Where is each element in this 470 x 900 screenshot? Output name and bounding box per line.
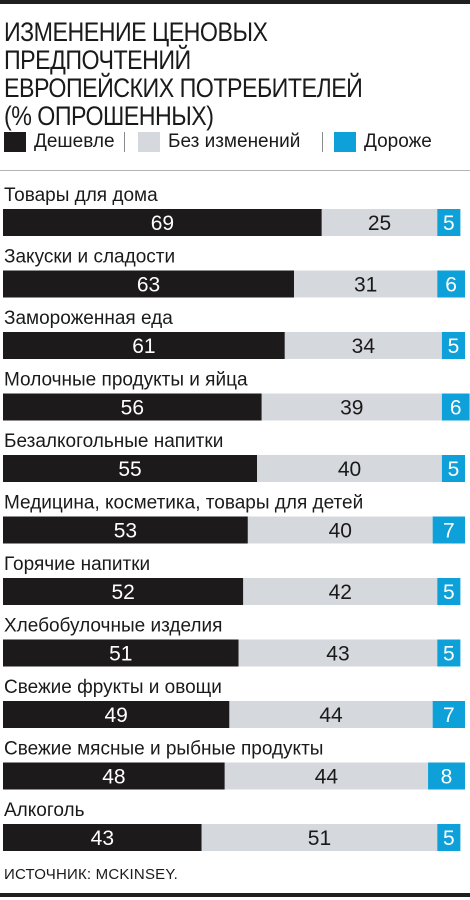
bar-more-expensive: [437, 209, 461, 236]
bar-more-expensive: [432, 701, 465, 728]
category-label: Молочные продукты и яйца: [4, 370, 248, 391]
legend-swatch-no-change: [138, 132, 160, 152]
value-label-cheaper: 52: [111, 581, 134, 604]
chart-title: Изменение ценовых предпочтений европейск…: [4, 17, 363, 131]
value-label-no-change: 40: [338, 458, 361, 481]
source-note: Источник: McKinsey.: [4, 866, 179, 883]
legend-label-more-expensive: Дороже: [364, 131, 432, 152]
value-label-more-expensive: 5: [443, 212, 455, 235]
value-label-no-change: 40: [329, 520, 352, 543]
bar-cheaper: [3, 393, 262, 421]
value-label-more-expensive: 7: [443, 520, 455, 543]
category-label: Свежие фрукты и овощи: [4, 677, 222, 698]
bar-no-change: [294, 270, 438, 298]
bar-more-expensive: [432, 516, 465, 544]
value-label-more-expensive: 8: [441, 766, 453, 789]
bar-no-change: [201, 824, 438, 851]
value-label-cheaper: 53: [114, 520, 137, 543]
value-label-no-change: 39: [340, 397, 363, 420]
legend-label-cheaper: Дешевле: [34, 131, 115, 152]
bar-no-change: [238, 639, 438, 667]
category-label: Свежие мясные и рыбные продукты: [4, 739, 323, 760]
value-label-cheaper: 63: [137, 274, 160, 297]
value-label-no-change: 25: [368, 212, 391, 235]
value-label-cheaper: 49: [105, 704, 128, 727]
category-label: Закуски и сладости: [4, 247, 175, 268]
bar-more-expensive: [441, 393, 470, 421]
bar-more-expensive: [441, 455, 465, 482]
value-label-more-expensive: 7: [443, 704, 455, 727]
bar-no-change: [257, 455, 442, 482]
value-label-no-change: 43: [326, 643, 349, 666]
value-label-no-change: 34: [352, 335, 376, 358]
bar-no-change: [284, 332, 442, 359]
bar-cheaper: [3, 824, 202, 851]
legend-separator: [322, 132, 323, 152]
value-label-no-change: 44: [315, 766, 339, 789]
value-label-no-change: 31: [354, 274, 377, 297]
value-label-cheaper: 61: [132, 335, 155, 358]
bar-no-change: [229, 701, 433, 728]
value-label-more-expensive: 5: [443, 827, 455, 850]
value-label-more-expensive: 6: [450, 397, 462, 420]
legend-swatch-cheaper: [4, 132, 26, 152]
value-label-cheaper: 43: [91, 827, 114, 850]
bar-more-expensive: [437, 824, 461, 851]
value-label-cheaper: 56: [121, 397, 144, 420]
value-label-cheaper: 51: [109, 643, 132, 666]
value-label-no-change: 44: [319, 704, 343, 727]
bar-no-change: [321, 209, 438, 236]
value-label-cheaper: 69: [151, 212, 174, 235]
bar-no-change: [247, 516, 433, 544]
bar-cheaper: [3, 209, 322, 236]
value-label-cheaper: 55: [118, 458, 141, 481]
top-rule: [0, 0, 470, 4]
bar-no-change: [224, 762, 429, 790]
bar-more-expensive: [437, 639, 461, 667]
value-label-more-expensive: 6: [445, 274, 457, 297]
value-label-no-change: 42: [329, 581, 352, 604]
category-label: Медицина, косметика, товары для детей: [4, 493, 363, 514]
value-label-no-change: 51: [308, 827, 331, 850]
bar-more-expensive: [437, 270, 465, 298]
category-label: Алкоголь: [4, 800, 85, 821]
legend-swatch-more-expensive: [334, 132, 356, 152]
bottom-rule: [0, 893, 470, 897]
category-label: Горячие напитки: [4, 554, 150, 575]
category-label: Хлебобулочные изделия: [4, 616, 222, 637]
legend-separator: [124, 132, 125, 152]
bar-more-expensive: [428, 762, 465, 790]
value-label-more-expensive: 5: [443, 643, 455, 666]
category-label: Товары для дома: [4, 185, 158, 206]
bar-cheaper: [3, 332, 285, 359]
bar-cheaper: [3, 516, 248, 544]
bar-no-change: [243, 578, 438, 605]
bar-no-change: [261, 393, 442, 421]
bar-more-expensive: [441, 332, 465, 359]
legend-label-no-change: Без изменений: [168, 131, 301, 152]
value-label-more-expensive: 5: [443, 581, 455, 604]
bar-cheaper: [3, 762, 225, 790]
value-label-cheaper: 48: [102, 766, 125, 789]
category-label: Безалкогольные напитки: [4, 431, 223, 452]
bar-cheaper: [3, 270, 295, 298]
bar-cheaper: [3, 455, 258, 482]
bar-more-expensive: [437, 578, 461, 605]
bar-cheaper: [3, 639, 239, 667]
value-label-more-expensive: 5: [448, 458, 460, 481]
category-label: Замороженная еда: [4, 308, 173, 329]
legend: Дешевле Без изменений Дороже: [4, 130, 470, 154]
value-label-more-expensive: 5: [448, 335, 460, 358]
bar-cheaper: [3, 701, 230, 728]
legend-divider: [0, 170, 470, 171]
bar-cheaper: [3, 578, 244, 605]
